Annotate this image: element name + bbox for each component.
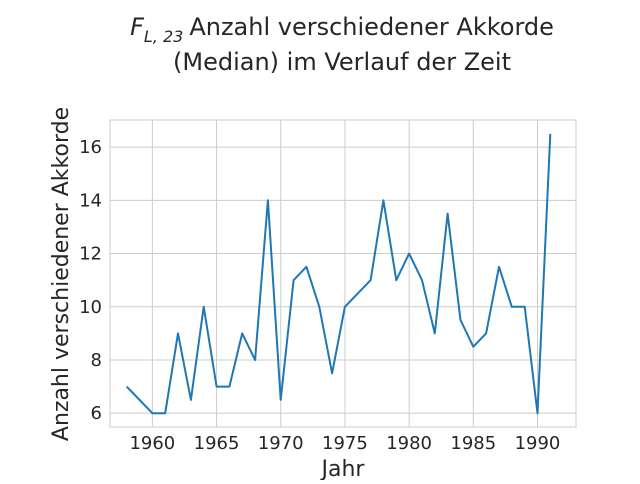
- y-tick-label: 10: [79, 297, 102, 318]
- y-tick-label: 16: [79, 137, 102, 158]
- data-line-median: [125, 133, 552, 415]
- x-tick-label: 1990: [515, 433, 561, 454]
- x-tick-label: 1980: [386, 433, 432, 454]
- y-tick-label: 8: [91, 350, 102, 371]
- chart-title-line2: (Median) im Verlauf der Zeit: [173, 48, 511, 76]
- x-tick-label: 1970: [258, 433, 304, 454]
- y-axis-label: Anzahl verschiedener Akkorde: [49, 107, 74, 441]
- plot-area: [109, 119, 577, 428]
- y-tick-label: 6: [91, 403, 102, 424]
- x-tick-label: 1975: [322, 433, 368, 454]
- tick-labels: 1960 1965 1970 1975 1980 1985 1990 6 8 10 12 14 16: [79, 137, 560, 454]
- y-tick-label: 14: [79, 190, 102, 211]
- x-tick-label: 1960: [129, 433, 175, 454]
- y-tick-label: 12: [79, 244, 102, 265]
- x-tick-label: 1965: [194, 433, 240, 454]
- x-tick-label: 1985: [450, 433, 496, 454]
- x-axis-label: Jahr: [320, 457, 366, 480]
- chart-title-line1: FL, 23 Anzahl verschiedener Akkorde: [130, 13, 554, 46]
- gridlines: [110, 120, 576, 427]
